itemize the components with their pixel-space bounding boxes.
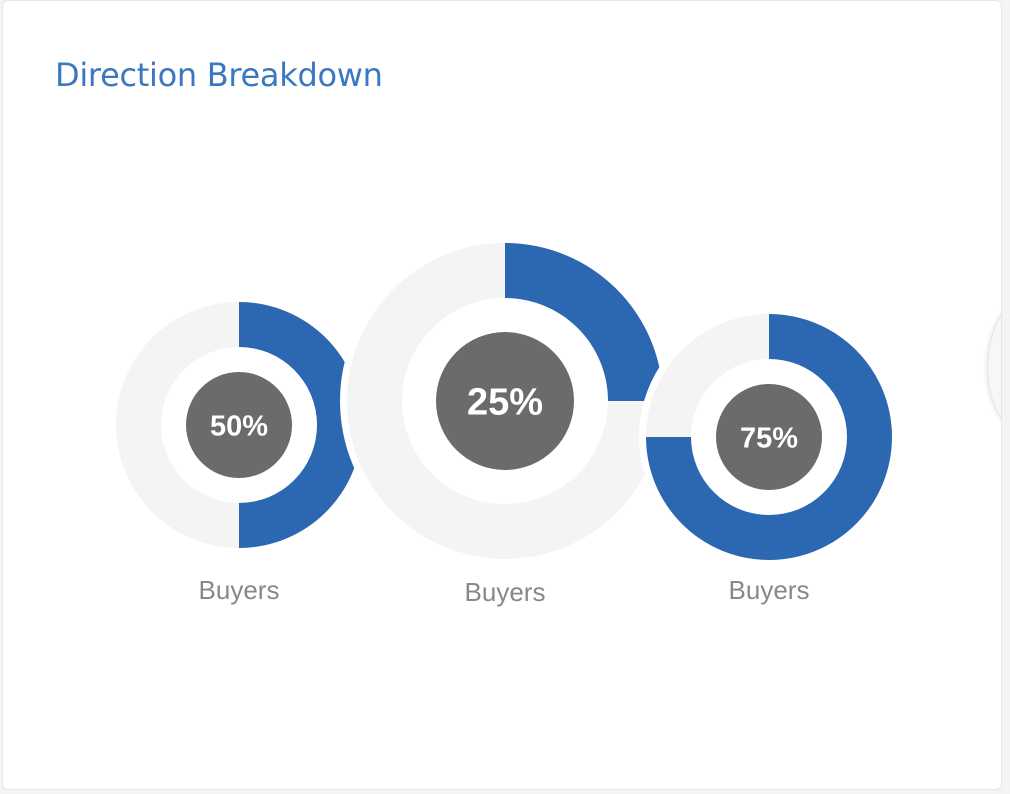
donut-center <box>186 372 292 478</box>
donut-center <box>716 384 822 490</box>
donut-center <box>436 332 574 470</box>
donut-caption: Buyers <box>199 575 280 605</box>
donut-caption: Buyers <box>729 575 810 605</box>
donut-caption: Buyers <box>465 577 546 607</box>
donut-percent-label: 50% <box>210 410 268 442</box>
card-title: Direction Breakdown <box>55 56 383 94</box>
donut-chart-1: 50% Buyers <box>109 295 369 605</box>
donut-chart-2: 75% Buyers <box>639 307 899 605</box>
donut-value-arc <box>239 302 362 548</box>
donut-value-arc <box>505 243 663 401</box>
donut-percent-label: 75% <box>740 422 798 454</box>
donut-value-arc <box>646 314 892 560</box>
donut-charts: 50% Buyers 25% Buyers 75% Buyers <box>109 236 899 607</box>
donut-percent-label: 25% <box>467 382 543 424</box>
donut-chart-3: 25% Buyers <box>340 236 670 607</box>
